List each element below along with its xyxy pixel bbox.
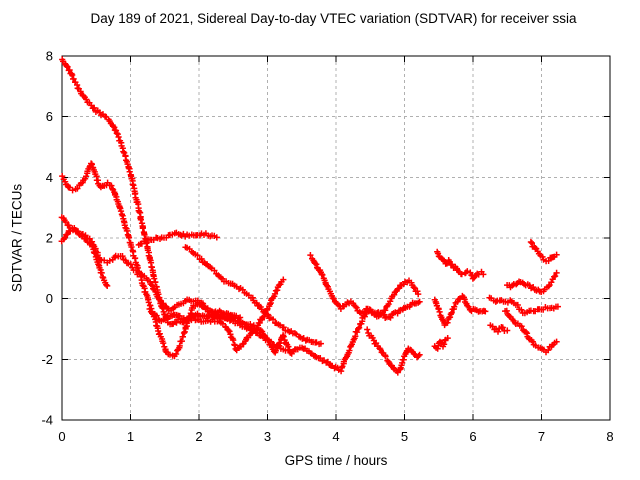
x-tick-label: 2 bbox=[195, 429, 202, 444]
x-tick-label: 3 bbox=[264, 429, 271, 444]
x-tick-label: 6 bbox=[469, 429, 476, 444]
y-tick-label: -4 bbox=[41, 413, 53, 428]
x-tick-label: 7 bbox=[538, 429, 545, 444]
y-tick-label: -2 bbox=[41, 352, 53, 367]
x-tick-label: 4 bbox=[332, 429, 339, 444]
y-tick-label: 6 bbox=[46, 109, 53, 124]
x-tick-label: 0 bbox=[58, 429, 65, 444]
data-markers bbox=[58, 56, 561, 376]
chart-title: Day 189 of 2021, Sidereal Day-to-day VTE… bbox=[90, 11, 577, 26]
y-tick-label: 2 bbox=[46, 231, 53, 246]
x-tick-label: 1 bbox=[127, 429, 134, 444]
y-tick-label: 8 bbox=[46, 49, 53, 64]
x-tick-label: 8 bbox=[606, 429, 613, 444]
y-tick-label: 4 bbox=[46, 170, 53, 185]
x-axis-label: GPS time / hours bbox=[284, 453, 388, 468]
x-tick-label: 5 bbox=[401, 429, 408, 444]
y-axis-label: SDTVAR / TECUs bbox=[9, 183, 25, 293]
y-tick-label: 0 bbox=[46, 291, 53, 306]
